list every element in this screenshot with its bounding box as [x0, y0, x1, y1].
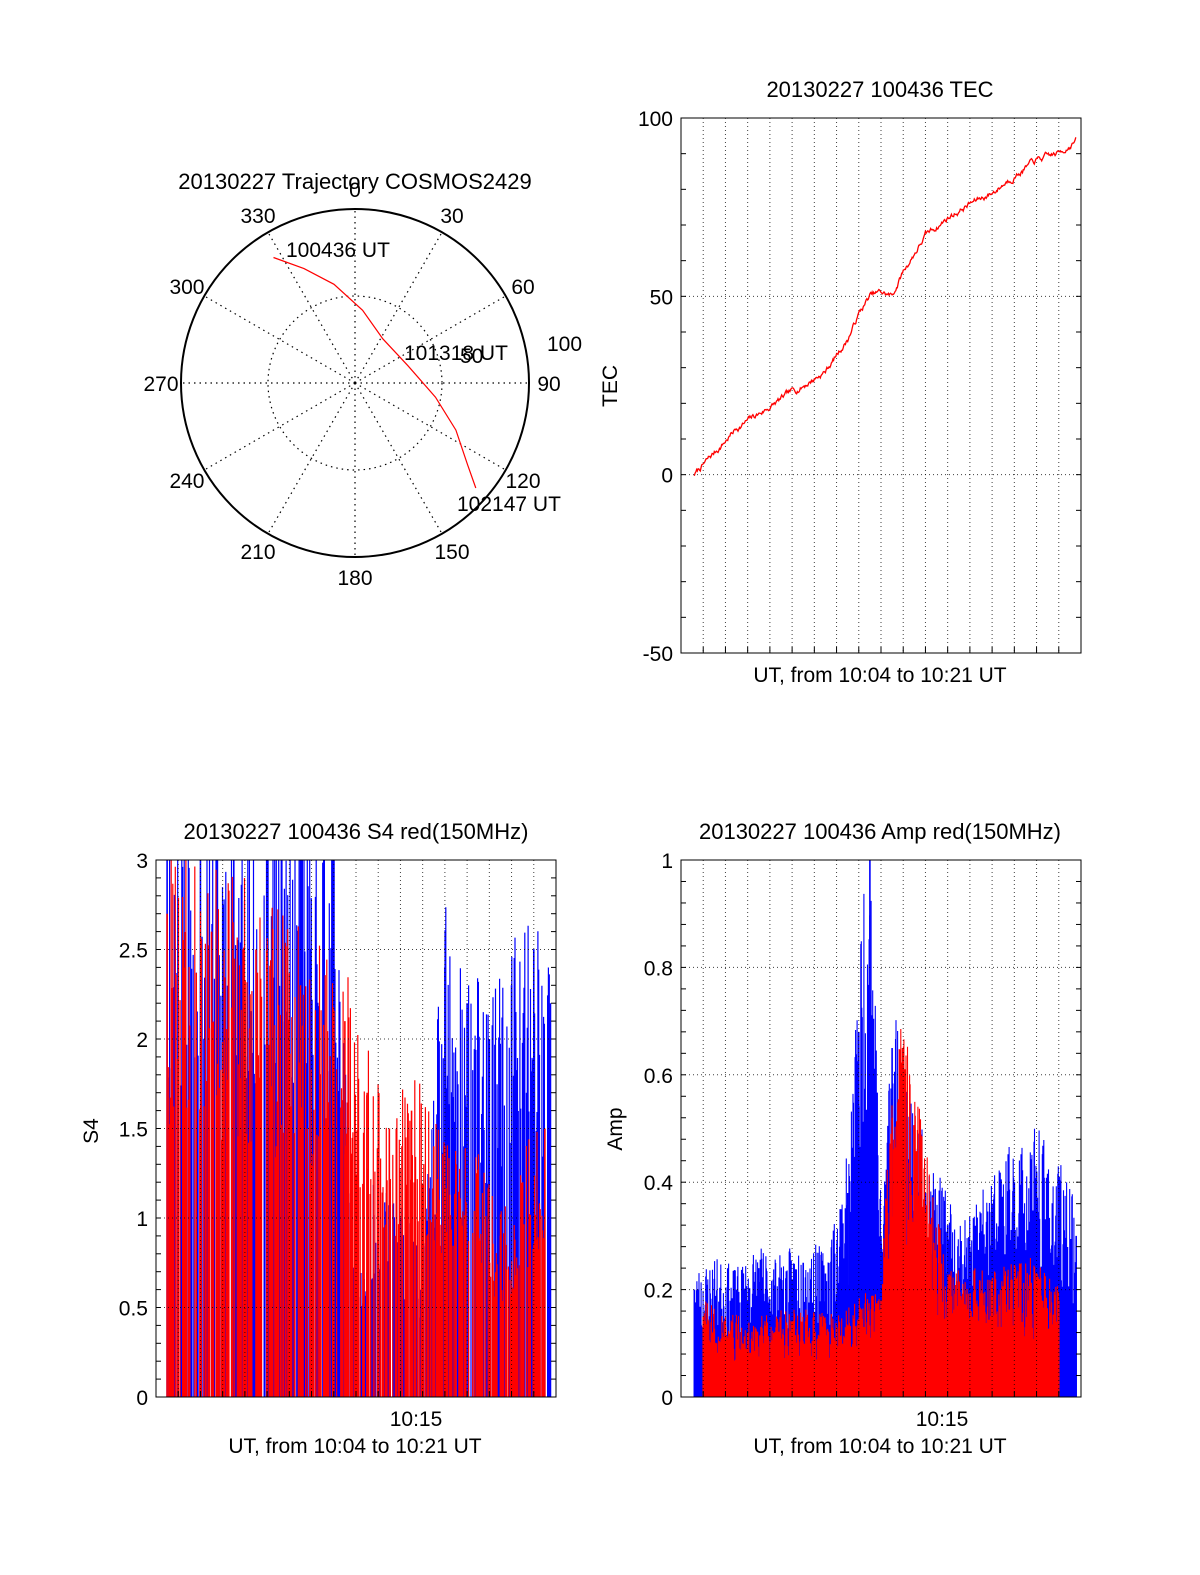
- polar-spoke: [354, 382, 443, 534]
- y-tick-label: 0.8: [644, 957, 673, 980]
- polar-spoke: [354, 382, 506, 471]
- polar-angle-label: 150: [434, 541, 469, 564]
- polar-angle-label: 270: [143, 373, 178, 396]
- amp-y-axis-label: Amp: [604, 1107, 627, 1150]
- polar-trajectory-line: [273, 256, 477, 489]
- polar-angle-label: 210: [240, 541, 275, 564]
- polar-angle-labels: 0 30 60 90 120 150 180 210 240 270 300 330: [143, 179, 560, 590]
- y-tick-label: 0: [661, 1387, 673, 1410]
- y-tick-label: 1: [136, 1208, 148, 1231]
- polar-title: 20130227 Trajectory COSMOS2429: [178, 169, 531, 194]
- amp-title: 20130227 100436 Amp red(150MHz): [699, 819, 1061, 844]
- polar-annotation-mid: 101318 UT: [404, 342, 508, 365]
- y-tick-label: 0.4: [644, 1172, 674, 1195]
- polar-spoke: [354, 232, 443, 384]
- s4-x-axis-label: UT, from 10:04 to 10:21 UT: [228, 1435, 481, 1458]
- y-tick-label: 100: [638, 108, 673, 131]
- polar-angle-label: 330: [240, 205, 275, 228]
- amp-y-tick-labels: 0 0.2 0.4 0.6 0.8 1: [644, 850, 674, 1410]
- y-tick-label: 0: [136, 1387, 148, 1410]
- y-tick-label: 3: [136, 850, 148, 873]
- tec-x-axis-label: UT, from 10:04 to 10:21 UT: [753, 664, 1006, 687]
- s4-title: 20130227 100436 S4 red(150MHz): [184, 819, 529, 844]
- y-tick-label: 0.6: [644, 1065, 673, 1088]
- polar-angle-label: 30: [440, 205, 463, 228]
- tec-y-tick-labels: -50 0 50 100: [638, 108, 673, 666]
- s4-y-tick-labels: 0 0.5 1 1.5 2 2.5 3: [119, 850, 148, 1410]
- tec-y-axis-label: TEC: [599, 365, 622, 407]
- s4-series-red: [166, 860, 546, 1397]
- y-tick-label: 1: [661, 850, 673, 873]
- polar-angle-label: 60: [511, 276, 534, 299]
- y-tick-label: 2: [136, 1029, 148, 1052]
- y-tick-label: 0.5: [119, 1298, 148, 1321]
- bar-series-marks: [168, 860, 545, 1397]
- polar-outer-ring: [180, 208, 530, 558]
- amp-plot-frame: [680, 859, 1082, 1398]
- s4-chart: 20130227 100436 S4 red(150MHz) 0 0.5 1 1.5 2…: [80, 819, 557, 1458]
- y-tick-label: 2.5: [119, 940, 148, 963]
- y-tick-label: 50: [650, 286, 673, 309]
- polar-spoke: [267, 232, 356, 384]
- polar-angle-label: 180: [337, 567, 372, 590]
- polar-annotation-start: 100436 UT: [286, 239, 390, 262]
- s4-y-axis-label: S4: [80, 1118, 103, 1144]
- tec-series-line: [693, 137, 1077, 476]
- polar-ring-50: [267, 295, 443, 471]
- polar-angle-label: 240: [169, 470, 204, 493]
- tec-grid: [681, 117, 1081, 654]
- polar-spoke: [354, 295, 506, 384]
- polar-angle-label: 0: [349, 179, 361, 202]
- polar-radius-label-50: 50: [460, 345, 483, 368]
- polar-spoke: [267, 382, 356, 534]
- polar-angle-label: 300: [169, 276, 204, 299]
- amp-chart: 20130227 100436 Amp red(150MHz) 00.20.40…: [604, 819, 1082, 1458]
- y-tick-label: 0: [661, 465, 673, 488]
- polar-spoke: [204, 382, 356, 471]
- s4-x-tick-label: 10:15: [390, 1408, 443, 1431]
- s4-grid: [156, 859, 556, 1398]
- s4-plot-frame: [155, 859, 557, 1398]
- y-tick-label: -50: [643, 643, 673, 666]
- amp-grid: [681, 859, 1081, 1398]
- amp-x-axis-label: UT, from 10:04 to 10:21 UT: [753, 1435, 1006, 1458]
- amp-x-tick-label: 10:15: [916, 1408, 969, 1431]
- polar-annotation-end: 102147 UT: [457, 493, 561, 516]
- tec-plot-frame: [680, 117, 1082, 654]
- polar-angle-label: 120: [505, 470, 540, 493]
- polar-grid: [180, 208, 530, 558]
- polar-radius-label-100: 100: [547, 333, 582, 356]
- polar-angle-label: 90: [537, 373, 560, 396]
- tec-title: 20130227 100436 TEC: [766, 77, 993, 102]
- y-tick-label: 1.5: [119, 1119, 148, 1142]
- tec-chart: 20130227 100436 TEC -50 0 50 100 UT, from 1…: [599, 77, 1082, 687]
- y-tick-label: 0.2: [644, 1280, 673, 1303]
- polar-spoke: [204, 295, 356, 384]
- polar-trajectory-chart: 20130227 Trajectory COSMOS2429 0 30 60 90 12…: [143, 169, 582, 590]
